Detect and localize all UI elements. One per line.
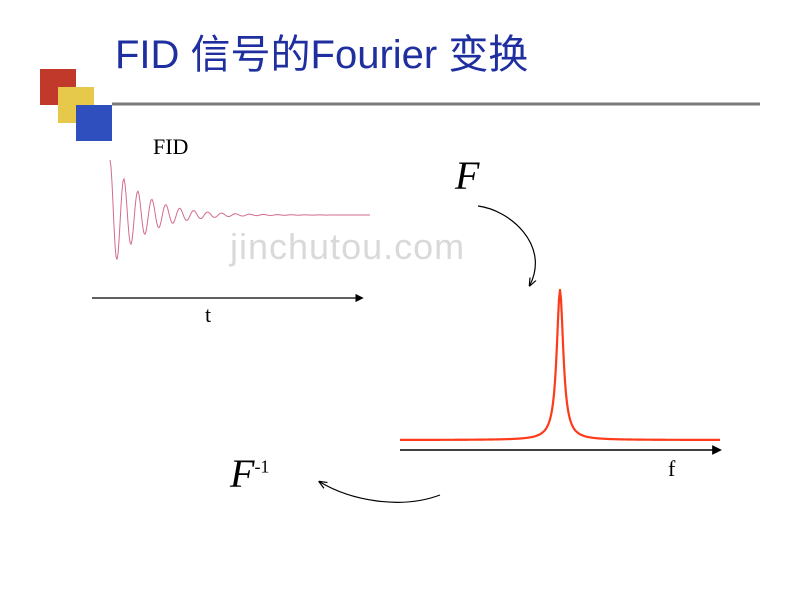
inverse-transform-F: F <box>230 451 254 496</box>
f-axis-label: f <box>668 456 675 482</box>
forward-transform-label: F <box>455 152 479 199</box>
inverse-transform-label: F-1 <box>230 450 269 497</box>
slide: FID 信号的Fourier 变换 jinchutou.com FID t f … <box>0 0 800 600</box>
inverse-transform-exp: -1 <box>254 457 269 477</box>
spectrum-peak <box>0 0 800 600</box>
